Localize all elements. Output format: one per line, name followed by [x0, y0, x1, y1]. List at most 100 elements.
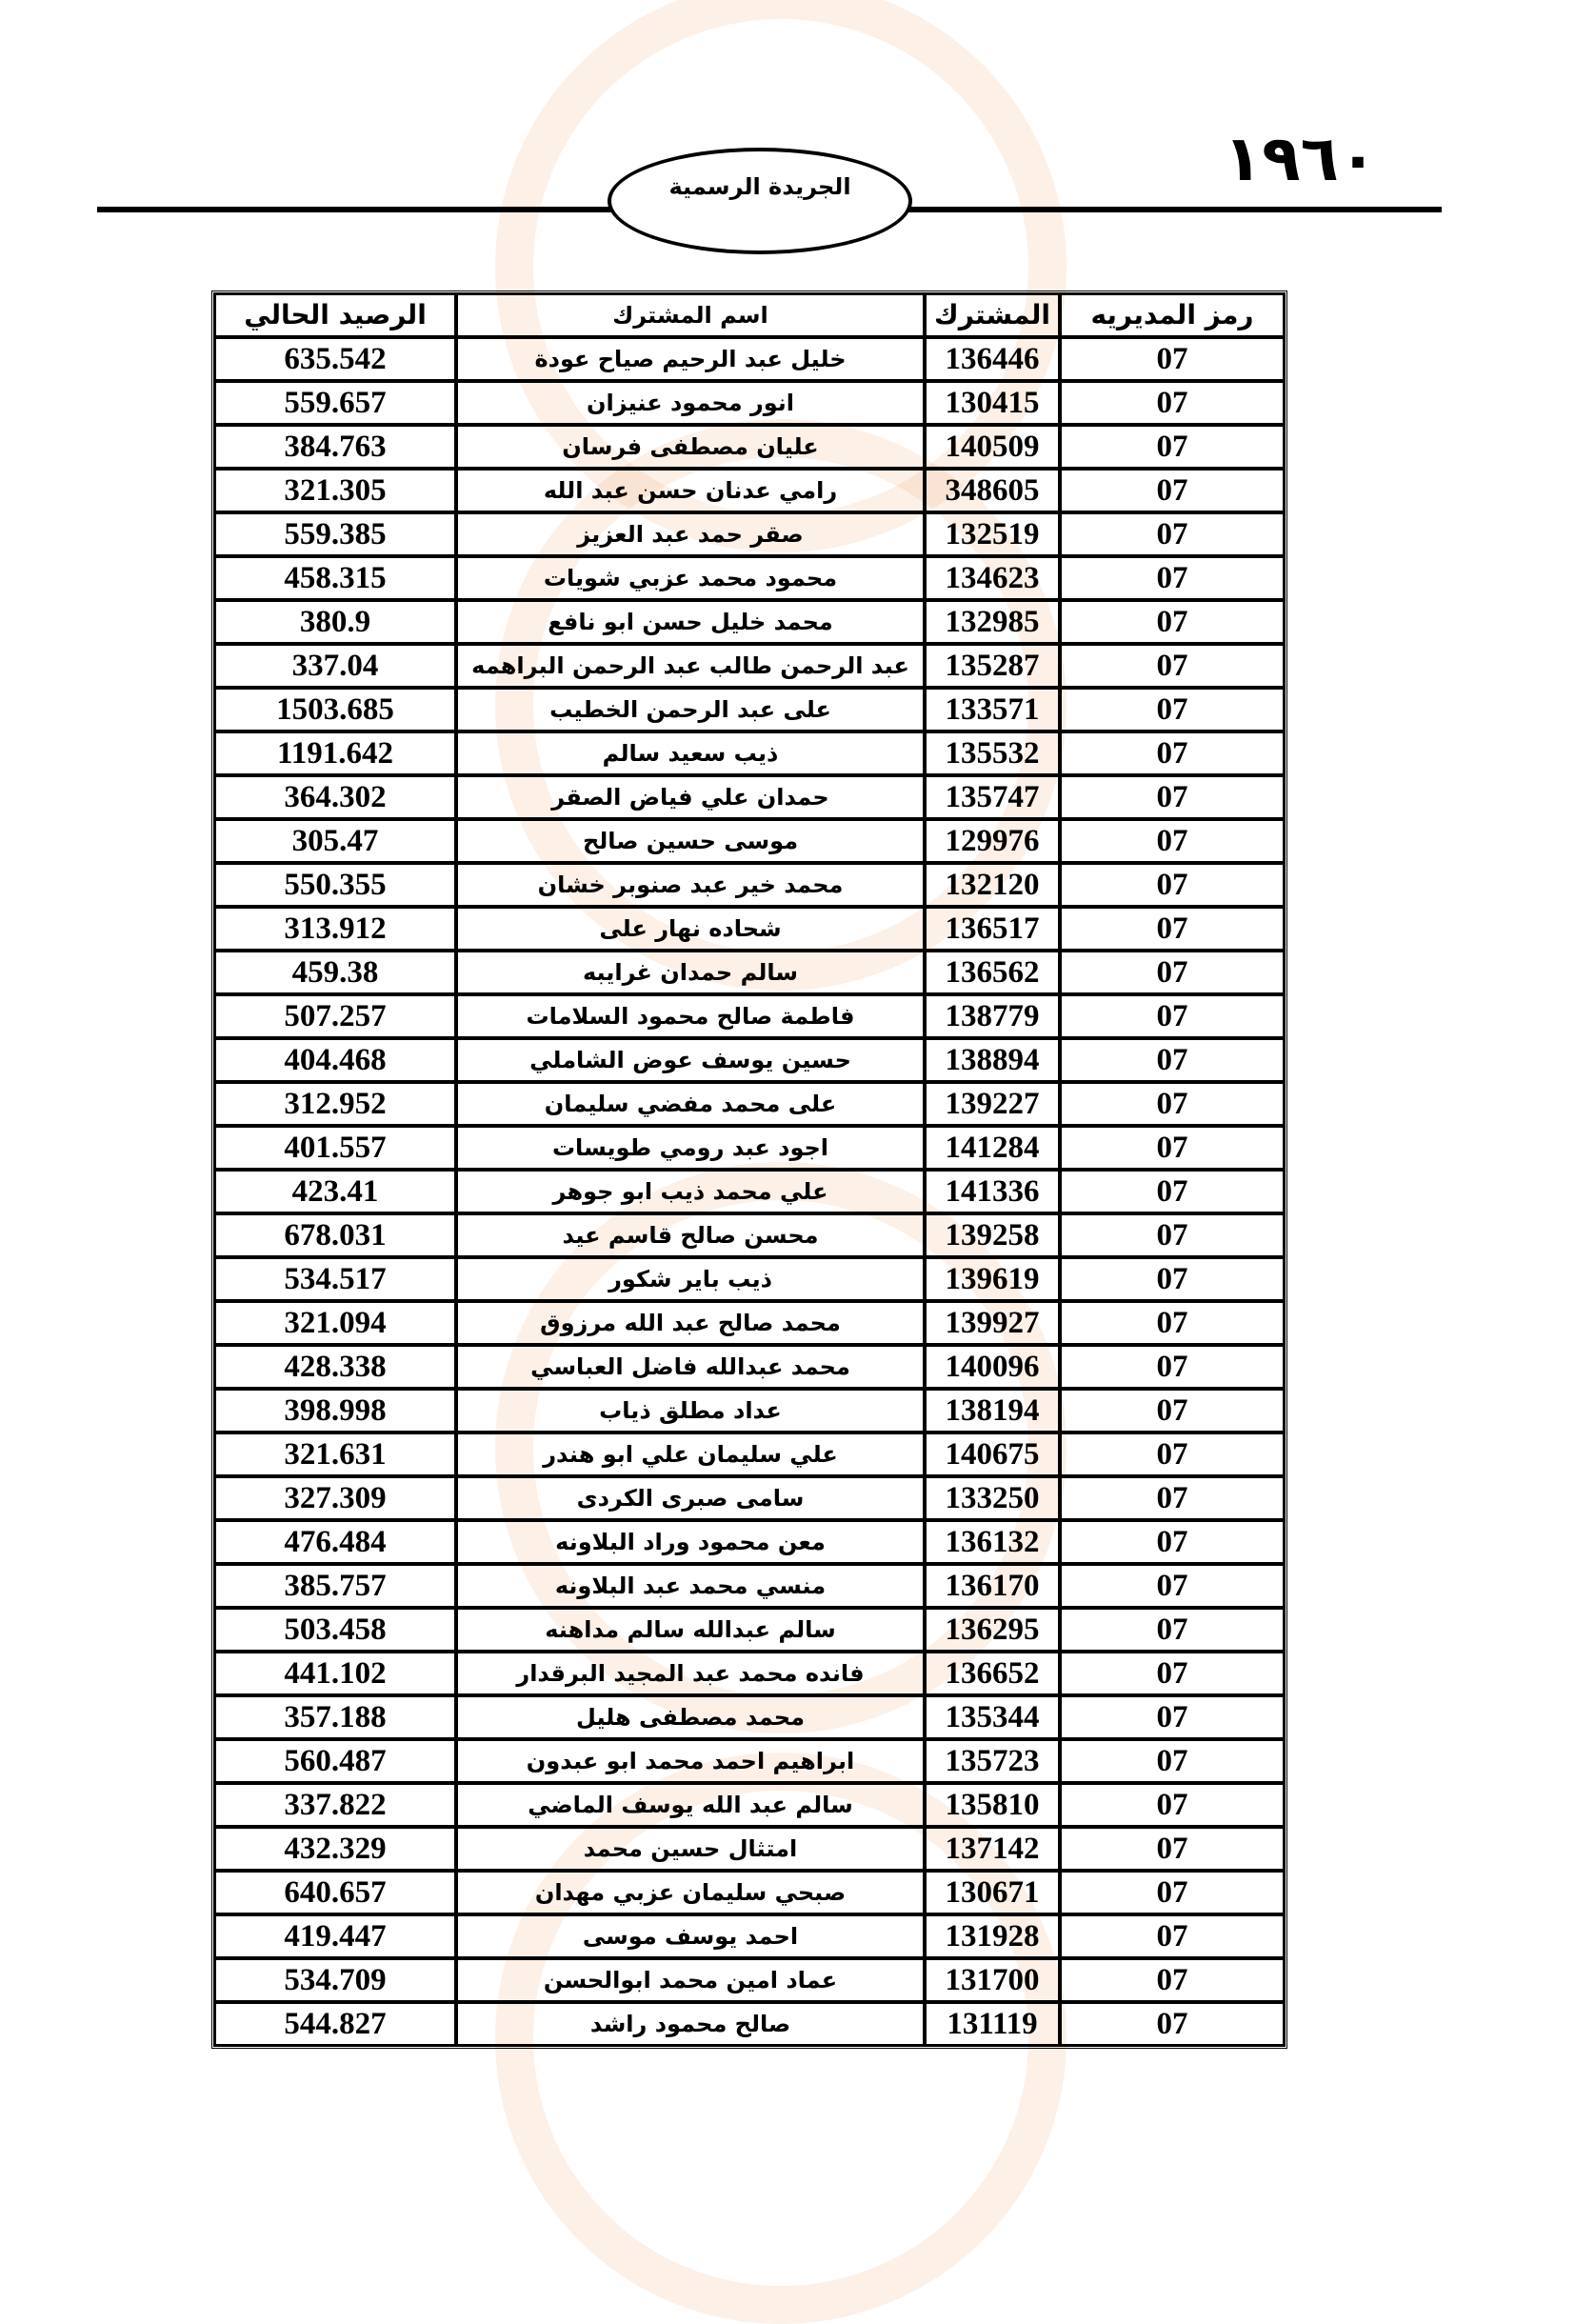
- directorate-code-cell: 07: [1060, 425, 1285, 469]
- balance-cell: 1503.685: [214, 688, 456, 731]
- directorate-code-cell: 07: [1060, 1038, 1285, 1082]
- subscriber-name-cell: سالم عبدالله سالم مداهنه: [456, 1608, 925, 1652]
- directorate-code-cell: 07: [1060, 1126, 1285, 1170]
- directorate-code-cell: 07: [1060, 1520, 1285, 1564]
- table-row: 07 137142 امتثال حسين محمد 432.329: [214, 1827, 1285, 1871]
- directorate-code-cell: 07: [1060, 1695, 1285, 1739]
- balance-cell: 312.952: [214, 1082, 456, 1126]
- table-row: 07 131928 احمد يوسف موسى 419.447: [214, 1914, 1285, 1958]
- subscriber-id-cell: 136295: [925, 1608, 1060, 1652]
- balance-cell: 678.031: [214, 1213, 456, 1257]
- table-row: 07 348605 رامي عدنان حسن عبد الله 321.305: [214, 469, 1285, 512]
- column-header: اسم المشترك: [456, 293, 925, 337]
- subscriber-id-cell: 130415: [925, 381, 1060, 425]
- subscriber-name-cell: على عبد الرحمن الخطيب: [456, 688, 925, 731]
- subscriber-id-cell: 135344: [925, 1695, 1060, 1739]
- table-row: 07 135747 حمدان علي فياض الصقر 364.302: [214, 775, 1285, 819]
- balance-cell: 559.385: [214, 512, 456, 556]
- subscriber-id-cell: 130671: [925, 1871, 1060, 1914]
- balance-cell: 559.657: [214, 381, 456, 425]
- table-row: 07 131119 صالح محمود راشد 544.827: [214, 2002, 1285, 2046]
- balance-cell: 321.094: [214, 1301, 456, 1345]
- directorate-code-cell: 07: [1060, 951, 1285, 994]
- directorate-code-cell: 07: [1060, 688, 1285, 731]
- balance-cell: 635.542: [214, 337, 456, 381]
- subscriber-id-cell: 137142: [925, 1827, 1060, 1871]
- balance-cell: 419.447: [214, 1914, 456, 1958]
- subscriber-id-cell: 138894: [925, 1038, 1060, 1082]
- directorate-code-cell: 07: [1060, 644, 1285, 688]
- subscriber-id-cell: 135810: [925, 1783, 1060, 1827]
- balance-cell: 385.757: [214, 1564, 456, 1608]
- table-row: 07 130415 انور محمود عنيزان 559.657: [214, 381, 1285, 425]
- subscriber-name-cell: حمدان علي فياض الصقر: [456, 775, 925, 819]
- subscriber-name-cell: صبحي سليمان عزبي مهدان: [456, 1871, 925, 1914]
- subscribers-table: رمز المديريه المشترك اسم المشترك الرصيد …: [211, 290, 1287, 2049]
- publication-title-text: الجريدة الرسمية: [668, 173, 851, 200]
- page-number: ١٩٦٠: [1224, 122, 1378, 195]
- balance-cell: 560.487: [214, 1739, 456, 1783]
- balance-cell: 428.338: [214, 1345, 456, 1389]
- directorate-code-cell: 07: [1060, 731, 1285, 775]
- table-row: 07 141336 علي محمد ذيب ابو جوهر 423.41: [214, 1170, 1285, 1213]
- subscriber-name-cell: ذيب باير شكور: [456, 1257, 925, 1301]
- directorate-code-cell: 07: [1060, 600, 1285, 644]
- balance-cell: 1191.642: [214, 731, 456, 775]
- table-row: 07 135810 سالم عبد الله يوسف الماضي 337.822: [214, 1783, 1285, 1827]
- subscriber-name-cell: صالح محمود راشد: [456, 2002, 925, 2046]
- directorate-code-cell: 07: [1060, 1213, 1285, 1257]
- subscriber-name-cell: ابراهيم احمد محمد ابو عبدون: [456, 1739, 925, 1783]
- table-row: 07 136170 منسي محمد عبد البلاونه 385.757: [214, 1564, 1285, 1608]
- subscriber-id-cell: 136652: [925, 1652, 1060, 1695]
- directorate-code-cell: 07: [1060, 819, 1285, 863]
- table-row: 07 136446 خليل عبد الرحيم صياح عودة 635.542: [214, 337, 1285, 381]
- table-row: 07 132120 محمد خير عبد صنوبر خشان 550.355: [214, 863, 1285, 907]
- subscriber-name-cell: صقر حمد عبد العزيز: [456, 512, 925, 556]
- directorate-code-cell: 07: [1060, 1652, 1285, 1695]
- table-row: 07 136517 شحاده نهار على 313.912: [214, 907, 1285, 951]
- directorate-code-cell: 07: [1060, 907, 1285, 951]
- subscriber-id-cell: 136517: [925, 907, 1060, 951]
- balance-cell: 384.763: [214, 425, 456, 469]
- subscriber-id-cell: 134623: [925, 556, 1060, 600]
- directorate-code-cell: 07: [1060, 381, 1285, 425]
- subscriber-name-cell: عليان مصطفى فرسان: [456, 425, 925, 469]
- subscriber-name-cell: محمد صالح عبد الله مرزوق: [456, 1301, 925, 1345]
- directorate-code-cell: 07: [1060, 1739, 1285, 1783]
- table-row: 07 138779 فاطمة صالح محمود السلامات 507.257: [214, 994, 1285, 1038]
- subscriber-id-cell: 133571: [925, 688, 1060, 731]
- balance-cell: 313.912: [214, 907, 456, 951]
- table-row: 07 140096 محمد عبدالله فاضل العباسي 428.338: [214, 1345, 1285, 1389]
- balance-cell: 534.517: [214, 1257, 456, 1301]
- subscriber-name-cell: انور محمود عنيزان: [456, 381, 925, 425]
- subscriber-id-cell: 139258: [925, 1213, 1060, 1257]
- column-header: الرصيد الحالي: [214, 293, 456, 337]
- directorate-code-cell: 07: [1060, 2002, 1285, 2046]
- balance-cell: 507.257: [214, 994, 456, 1038]
- balance-cell: 534.709: [214, 1958, 456, 2002]
- subscriber-name-cell: منسي محمد عبد البلاونه: [456, 1564, 925, 1608]
- balance-cell: 305.47: [214, 819, 456, 863]
- directorate-code-cell: 07: [1060, 863, 1285, 907]
- subscriber-id-cell: 138194: [925, 1389, 1060, 1432]
- subscriber-name-cell: سالم حمدان غرايبه: [456, 951, 925, 994]
- subscriber-name-cell: عماد امين محمد ابوالحسن: [456, 1958, 925, 2002]
- subscriber-name-cell: فانده محمد عبد المجيد البرقدار: [456, 1652, 925, 1695]
- table-row: 07 139927 محمد صالح عبد الله مرزوق 321.094: [214, 1301, 1285, 1345]
- table-row: 07 139227 على محمد مفضي سليمان 312.952: [214, 1082, 1285, 1126]
- subscriber-name-cell: فاطمة صالح محمود السلامات: [456, 994, 925, 1038]
- directorate-code-cell: 07: [1060, 512, 1285, 556]
- subscriber-id-cell: 140509: [925, 425, 1060, 469]
- balance-cell: 321.631: [214, 1432, 456, 1476]
- table-row: 07 138894 حسين يوسف عوض الشاملي 404.468: [214, 1038, 1285, 1082]
- subscriber-name-cell: محمد مصطفى هليل: [456, 1695, 925, 1739]
- table-row: 07 136132 معن محمود وراد البلاونه 476.484: [214, 1520, 1285, 1564]
- directorate-code-cell: 07: [1060, 1389, 1285, 1432]
- directorate-code-cell: 07: [1060, 337, 1285, 381]
- table-row: 07 140675 علي سليمان علي ابو هندر 321.631: [214, 1432, 1285, 1476]
- table-row: 07 133571 على عبد الرحمن الخطيب 1503.685: [214, 688, 1285, 731]
- subscriber-id-cell: 131119: [925, 2002, 1060, 2046]
- table-row: 07 133250 سامى صبرى الكردى 327.309: [214, 1476, 1285, 1520]
- table-row: 07 129976 موسى حسين صالح 305.47: [214, 819, 1285, 863]
- subscriber-name-cell: محمد خليل حسن ابو نافع: [456, 600, 925, 644]
